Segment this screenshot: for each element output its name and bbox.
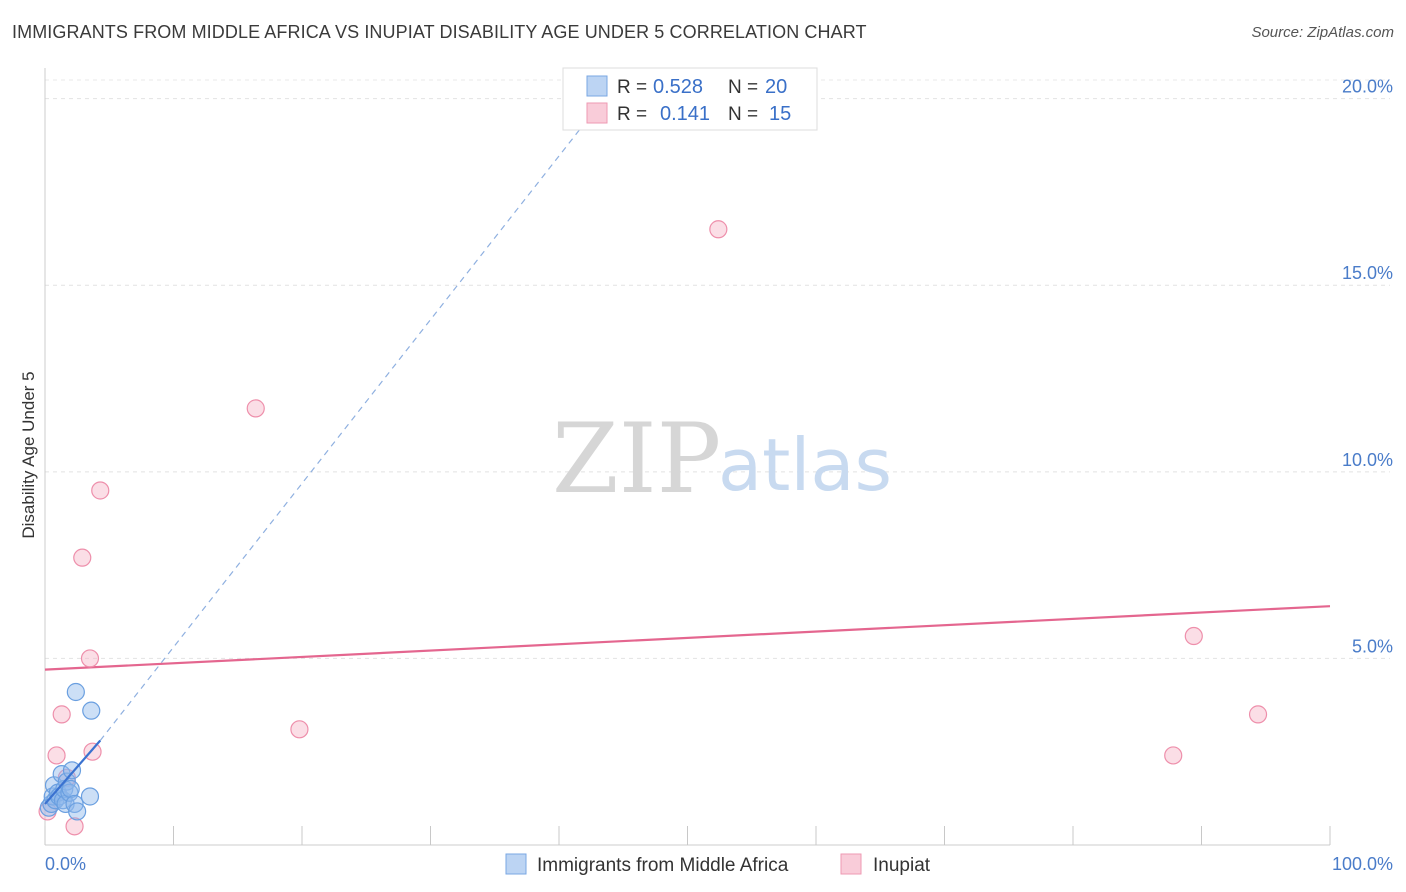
chart-title: IMMIGRANTS FROM MIDDLE AFRICA VS INUPIAT… [12, 22, 867, 42]
legend-n-value-1: 20 [765, 76, 787, 98]
series-legend-label-1: Immigrants from Middle Africa [537, 855, 789, 876]
y-tick-label: 10.0% [1342, 450, 1393, 470]
point-inupiat [65, 817, 84, 836]
point-inupiat [83, 742, 102, 761]
series-legend: Immigrants from Middle Africa Inupiat [505, 853, 931, 876]
trend-line-pink [44, 605, 1331, 671]
point-middle-africa [65, 794, 84, 814]
point-middle-africa [61, 779, 80, 799]
legend-n-label-2: N = [728, 104, 758, 125]
trend-line-blue [44, 739, 102, 805]
legend-n-label-1: N = [728, 77, 758, 98]
point-middle-africa [62, 761, 82, 780]
point-inupiat [73, 548, 92, 567]
legend-r-value-1: 0.528 [653, 76, 703, 98]
point-inupiat [91, 481, 110, 500]
trend-lines [44, 98, 1331, 741]
grid-lines [45, 79, 1390, 659]
point-middle-africa [66, 682, 85, 702]
point-middle-africa [68, 802, 87, 821]
data-points [38, 220, 1268, 836]
trend-line-blue-extrapolated [99, 98, 605, 741]
axes [44, 68, 1331, 846]
point-inupiat [709, 220, 728, 239]
x-tick-labels: 0.0% 100.0% [45, 854, 1393, 874]
point-inupiat [1164, 746, 1183, 765]
point-inupiat [47, 746, 66, 765]
point-inupiat [246, 399, 265, 418]
watermark: ZIP atlas [552, 403, 892, 515]
legend-r-value-2: 0.141 [660, 103, 710, 125]
point-inupiat [52, 705, 71, 724]
legend-swatch-pink [586, 102, 608, 124]
series-legend-swatch-blue [505, 853, 527, 875]
y-tick-labels: 5.0% 10.0% 15.0% 20.0% [1342, 77, 1393, 657]
x-tick-label-min: 0.0% [45, 854, 86, 874]
series-legend-swatch-pink [840, 853, 862, 875]
y-tick-label: 20.0% [1342, 77, 1393, 97]
point-middle-africa [80, 787, 100, 806]
legend-r-label-1: R = [617, 77, 647, 98]
y-axis-label: Disability Age Under 5 [19, 371, 38, 538]
legend-n-value-2: 15 [769, 103, 791, 125]
point-middle-africa [82, 701, 101, 720]
y-tick-label: 5.0% [1352, 636, 1393, 656]
source-label: Source: ZipAtlas.com [1251, 24, 1394, 41]
point-inupiat [1248, 705, 1268, 724]
correlation-legend: R = 0.528 N = 20 R = 0.141 N = 15 [562, 67, 818, 131]
legend-swatch-blue [586, 75, 608, 97]
point-inupiat [80, 649, 100, 668]
x-tick-label-max: 100.0% [1332, 854, 1393, 874]
watermark-atlas: atlas [718, 423, 892, 507]
point-inupiat [290, 720, 309, 739]
watermark-zip: ZIP [552, 403, 721, 515]
series-legend-label-2: Inupiat [873, 855, 931, 876]
y-tick-label: 15.0% [1342, 263, 1393, 283]
legend-r-label-2: R = [617, 104, 647, 125]
point-inupiat [1184, 626, 1203, 646]
